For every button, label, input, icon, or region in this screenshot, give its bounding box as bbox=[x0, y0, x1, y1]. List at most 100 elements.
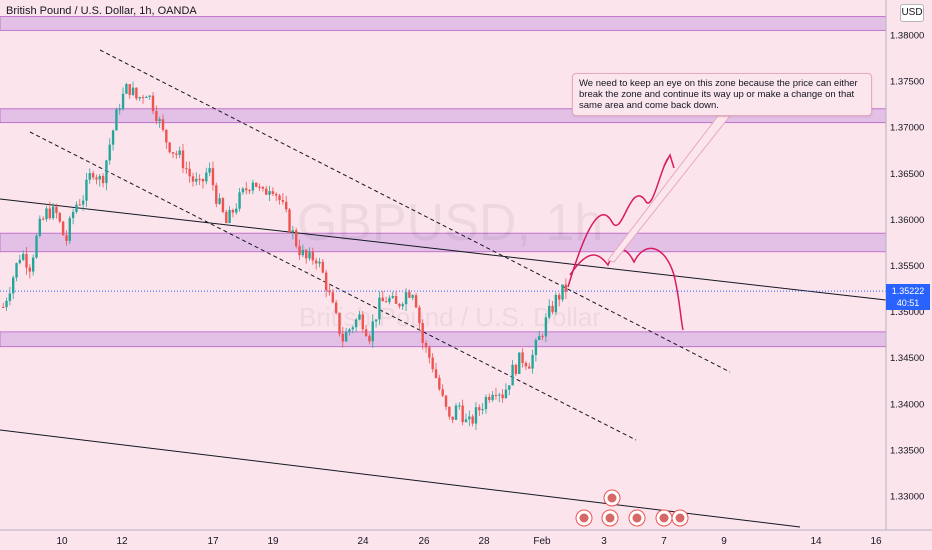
candle-body bbox=[321, 261, 325, 273]
candle-body bbox=[48, 208, 52, 219]
last-price-tag: 1.35222 40:51 bbox=[886, 284, 930, 310]
candle-body bbox=[225, 211, 228, 224]
event-icon-flag bbox=[607, 493, 617, 503]
candle-body bbox=[434, 369, 438, 378]
candle-body bbox=[171, 152, 175, 154]
candle-body bbox=[348, 329, 351, 332]
candle-body bbox=[45, 208, 48, 220]
candle-body bbox=[398, 303, 401, 307]
candle-body bbox=[308, 251, 311, 259]
time-tick-label: 16 bbox=[870, 536, 882, 547]
candle-body bbox=[534, 339, 538, 355]
economic-event-icon[interactable] bbox=[655, 509, 673, 527]
candle-body bbox=[404, 292, 408, 305]
candle-body bbox=[478, 407, 481, 411]
watermark-ticker: GBPUSD, 1h bbox=[297, 194, 603, 252]
candle-body bbox=[261, 186, 265, 189]
candle-body bbox=[471, 416, 474, 424]
candle-body bbox=[15, 263, 18, 278]
candle-body bbox=[324, 272, 328, 291]
bearish-projection-path[interactable] bbox=[569, 247, 684, 331]
candle-body bbox=[354, 319, 358, 328]
candle-body bbox=[58, 212, 61, 222]
candle-body bbox=[454, 405, 458, 420]
candle-body bbox=[374, 319, 378, 322]
candle-body bbox=[551, 305, 554, 313]
economic-event-icon[interactable] bbox=[628, 509, 646, 527]
candle-body bbox=[514, 364, 518, 374]
candle-body bbox=[441, 389, 444, 396]
candle-body bbox=[88, 173, 91, 180]
candle-body bbox=[298, 246, 301, 256]
price-tick-label: 1.34000 bbox=[890, 399, 924, 410]
price-axis[interactable] bbox=[886, 0, 932, 530]
candle-body bbox=[61, 221, 65, 236]
annotation-note[interactable]: We need to keep an eye on this zone beca… bbox=[572, 73, 872, 116]
candle-body bbox=[318, 261, 321, 264]
candle-body bbox=[145, 96, 148, 98]
support-resistance-zone[interactable] bbox=[0, 331, 887, 348]
candle-body bbox=[8, 293, 12, 301]
event-icon-flag bbox=[632, 513, 642, 523]
candle-body bbox=[491, 394, 494, 401]
candle-body bbox=[388, 297, 391, 303]
candle-body bbox=[181, 150, 185, 169]
candle-body bbox=[528, 366, 531, 369]
dashed-channel-line[interactable] bbox=[99, 49, 731, 373]
dashed-channel-line[interactable] bbox=[29, 131, 637, 441]
economic-event-icon[interactable] bbox=[575, 509, 593, 527]
candle-body bbox=[148, 95, 151, 97]
candle-body bbox=[71, 211, 75, 219]
candle-body bbox=[448, 406, 451, 417]
economic-event-icon[interactable] bbox=[603, 489, 621, 507]
bar-countdown: 40:51 bbox=[896, 298, 920, 308]
annotation-pointer bbox=[607, 115, 732, 263]
bullish-projection-path[interactable] bbox=[567, 157, 669, 288]
candle-body bbox=[541, 336, 544, 338]
time-tick-label: 9 bbox=[721, 536, 727, 547]
candle-body bbox=[444, 395, 448, 407]
candle-body bbox=[278, 195, 281, 200]
symbol-title[interactable]: British Pound / U.S. Dollar, 1h, OANDA bbox=[6, 5, 197, 17]
economic-event-icon[interactable] bbox=[601, 509, 619, 527]
candle-body bbox=[28, 267, 32, 272]
candle-body bbox=[544, 317, 548, 337]
candle-body bbox=[21, 253, 25, 260]
candle-body bbox=[178, 150, 181, 155]
candle-body bbox=[314, 260, 318, 264]
candle-body bbox=[351, 327, 354, 330]
candle-body bbox=[95, 177, 98, 180]
projection-arrowhead bbox=[663, 153, 675, 169]
price-tick-label: 1.37000 bbox=[890, 123, 924, 134]
candle-body bbox=[418, 307, 421, 324]
candle-body bbox=[141, 97, 145, 99]
candle-body bbox=[25, 253, 28, 268]
candle-body bbox=[168, 142, 171, 153]
candle-body bbox=[75, 204, 78, 212]
candle-body bbox=[38, 218, 42, 236]
candle-body bbox=[481, 409, 484, 411]
candle-body bbox=[251, 182, 255, 191]
candle-body bbox=[508, 385, 511, 390]
price-tick-label: 1.36000 bbox=[890, 215, 924, 226]
support-resistance-zone[interactable] bbox=[0, 16, 887, 31]
trend-line[interactable] bbox=[0, 198, 887, 301]
candle-body bbox=[31, 257, 35, 272]
candle-body bbox=[118, 109, 121, 111]
candle-body bbox=[414, 295, 418, 308]
economic-event-icon[interactable] bbox=[671, 509, 689, 527]
candle-body bbox=[158, 119, 161, 122]
candle-body bbox=[185, 168, 188, 170]
candle-body bbox=[504, 389, 508, 399]
watermark-name: British Pound / U.S. Dollar bbox=[299, 302, 601, 332]
candle-body bbox=[341, 333, 344, 342]
candle-body bbox=[175, 153, 178, 155]
event-icon-flag bbox=[659, 513, 669, 523]
candle-body bbox=[268, 191, 271, 195]
time-tick-label: 7 bbox=[661, 536, 667, 547]
candle-body bbox=[401, 304, 404, 307]
candle-body bbox=[138, 97, 141, 99]
currency-button[interactable]: USD bbox=[900, 4, 924, 22]
